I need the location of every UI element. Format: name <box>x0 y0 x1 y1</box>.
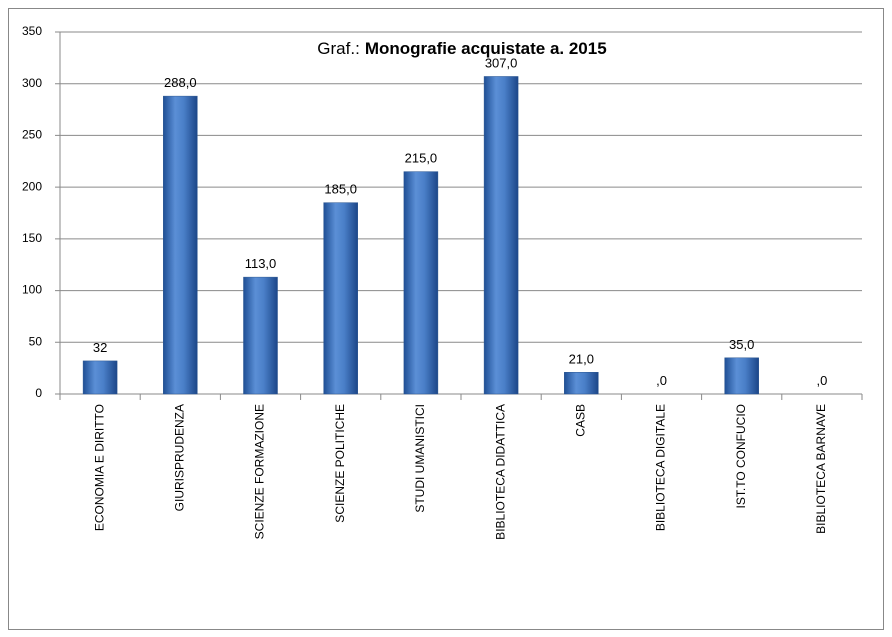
value-label: 185,0 <box>324 182 357 197</box>
value-label: 288,0 <box>164 75 197 90</box>
value-label: 32 <box>93 340 107 355</box>
bar <box>323 202 358 395</box>
chart-border <box>8 8 884 630</box>
x-tick-label: IST.TO CONFUCIO <box>734 404 748 508</box>
x-tick-label: CASB <box>573 404 587 437</box>
x-tick-label: BIBLIOTECA BARNAVE <box>814 404 828 534</box>
x-tick-label: BIBLIOTECA DIDATTICA <box>493 404 507 540</box>
y-tick-label: 300 <box>22 76 42 90</box>
value-label: ,0 <box>816 373 827 388</box>
y-tick-label: 50 <box>29 334 43 348</box>
bar <box>403 171 439 395</box>
bar <box>564 372 599 395</box>
y-tick-label: 0 <box>35 386 42 400</box>
value-label: 307,0 <box>485 55 518 70</box>
y-tick-label: 150 <box>22 231 42 245</box>
bar <box>163 95 198 395</box>
bar <box>82 360 118 395</box>
chart-title: Graf.: Monografie acquistate a. 2015 <box>317 39 606 58</box>
y-tick-label: 350 <box>22 24 42 38</box>
x-tick-label: SCIENZE FORMAZIONE <box>253 404 267 539</box>
x-tick-label: SCIENZE POLITICHE <box>333 404 347 523</box>
x-tick-label: BIBLIOTECA DIGITALE <box>654 404 668 531</box>
value-label: ,0 <box>656 373 667 388</box>
bar <box>483 76 519 395</box>
value-label: 21,0 <box>569 351 594 366</box>
value-label: 35,0 <box>729 337 754 352</box>
value-label: 215,0 <box>405 151 438 166</box>
y-tick-label: 200 <box>22 179 42 193</box>
x-tick-label: GIURISPRUDENZA <box>172 404 186 511</box>
bar <box>243 276 278 395</box>
x-tick-label: ECONOMIA E DIRITTO <box>92 404 106 531</box>
bar <box>724 357 759 395</box>
y-tick-label: 250 <box>22 128 42 142</box>
x-tick-label: STUDI UMANISTICI <box>413 404 427 513</box>
value-label: 113,0 <box>245 256 277 271</box>
y-tick-label: 100 <box>22 283 42 297</box>
